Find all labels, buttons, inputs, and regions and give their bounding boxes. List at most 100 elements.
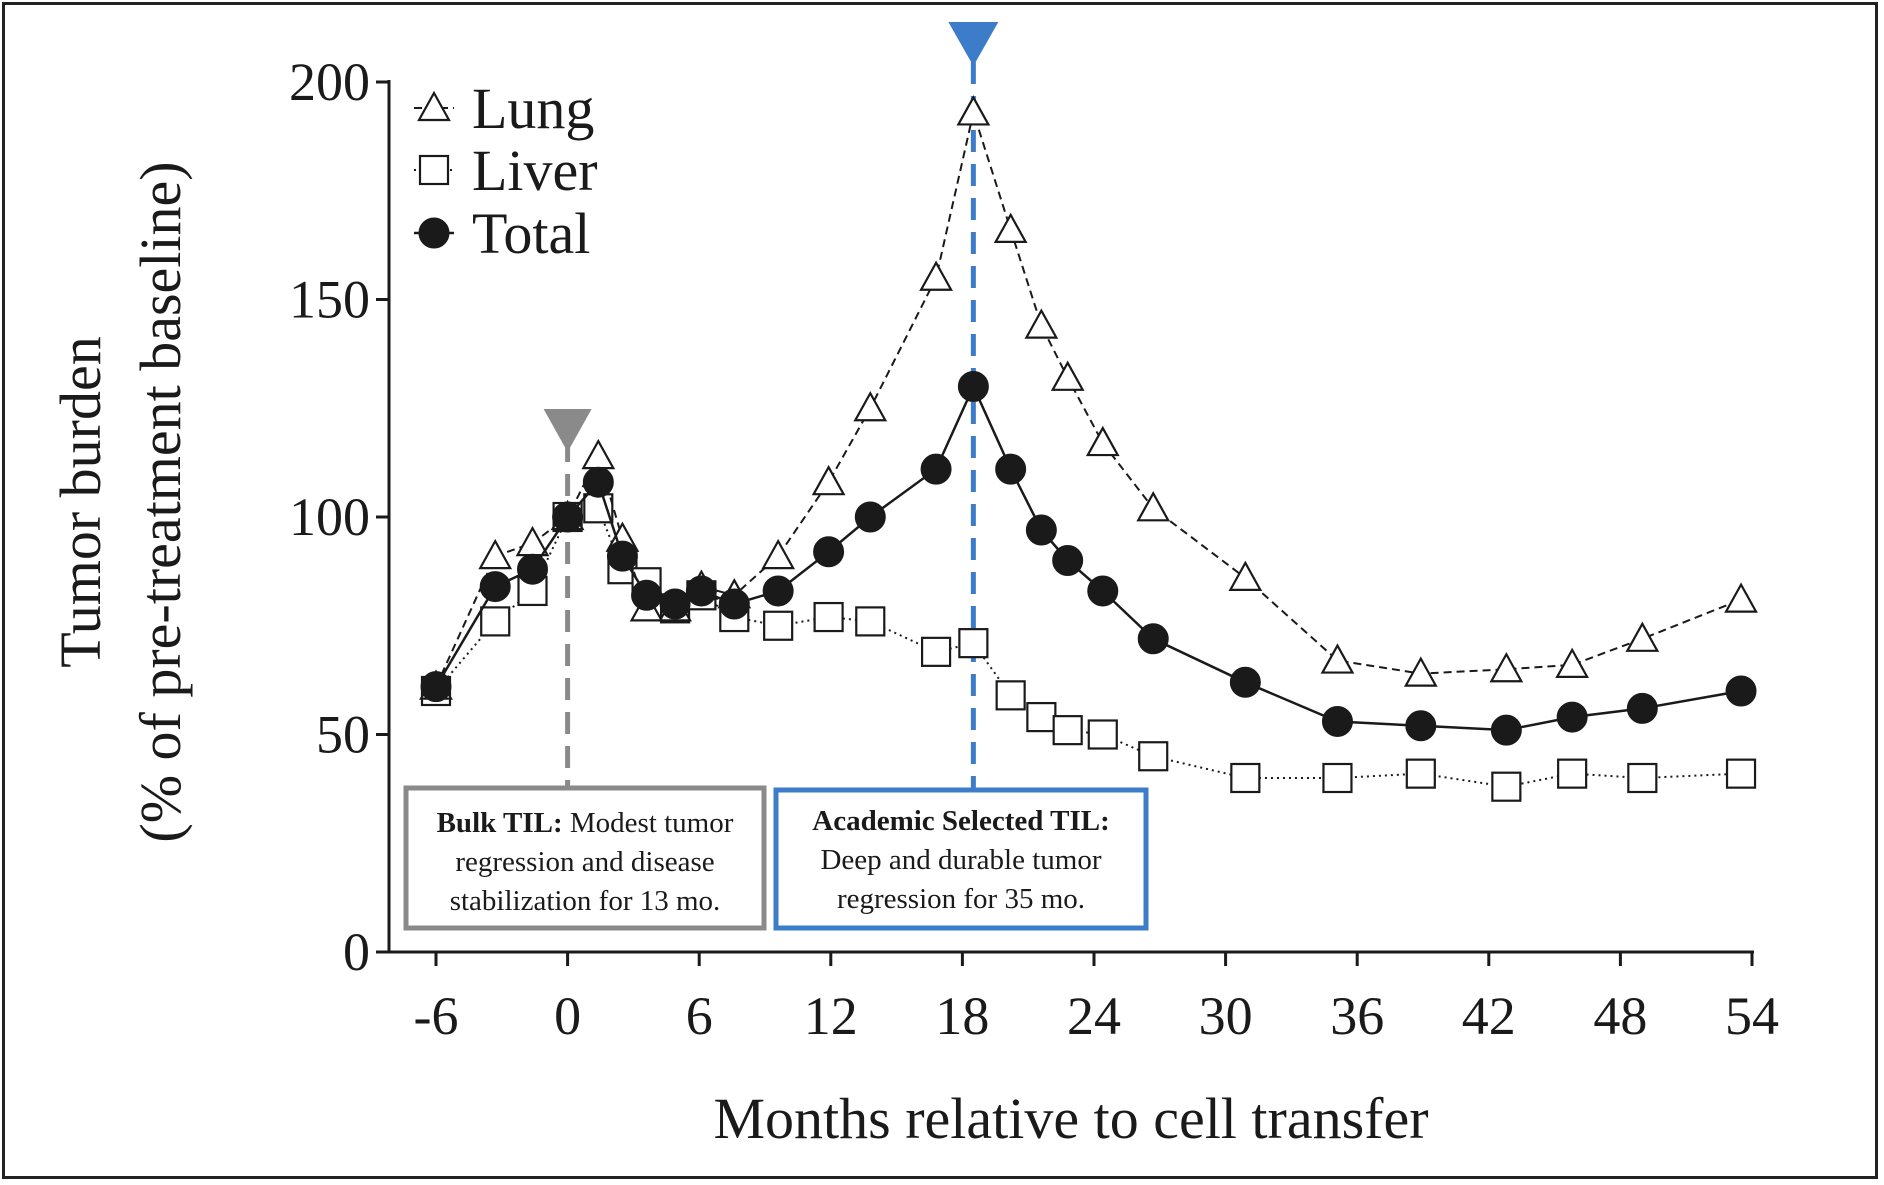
series-lung-point bbox=[919, 260, 953, 291]
series-total-point bbox=[1556, 701, 1588, 733]
series-total-point bbox=[813, 536, 845, 568]
x-tick-label: 42 bbox=[1462, 986, 1516, 1046]
x-tick-label: 18 bbox=[935, 986, 989, 1046]
series-total-point bbox=[1725, 675, 1757, 707]
academic-til-annotation-line2: Deep and durable tumor bbox=[820, 844, 1101, 876]
x-tick-label: 30 bbox=[1199, 986, 1253, 1046]
series-total-point bbox=[957, 371, 989, 402]
bulk-til-annotation-line2: regression and disease bbox=[455, 846, 714, 878]
x-tick-label: 48 bbox=[1593, 986, 1647, 1046]
series-liver-point bbox=[958, 628, 989, 659]
y-axis-title-line1: Tumor burden bbox=[48, 336, 113, 667]
series-liver-point bbox=[1405, 758, 1436, 789]
series-total-point bbox=[1321, 705, 1353, 737]
series-liver-point bbox=[1052, 715, 1083, 746]
series-total-point bbox=[582, 466, 614, 498]
series-total bbox=[420, 371, 1757, 746]
bulk-til-annotation-line1-rest: Modest tumor bbox=[563, 807, 734, 839]
series-liver bbox=[420, 493, 1757, 802]
series-liver-point bbox=[1230, 762, 1261, 794]
academic-til-annotation-box bbox=[773, 787, 1149, 931]
series-total-point bbox=[762, 575, 794, 607]
series-total-point bbox=[479, 571, 511, 603]
bulk-til-annotation-line3: stabilization for 13 mo. bbox=[450, 885, 721, 917]
series-liver-point bbox=[480, 606, 511, 637]
series-total-point bbox=[659, 588, 691, 620]
series-total-point bbox=[631, 579, 663, 611]
series-lung-point bbox=[1724, 582, 1758, 613]
series-liver-point bbox=[1087, 719, 1118, 750]
academic-til-annotation-line3: regression for 35 mo. bbox=[837, 883, 1085, 915]
series-total-point bbox=[1052, 545, 1084, 576]
y-axis-title-line2: (% of pre-treatment baseline) bbox=[128, 161, 193, 842]
series-lung-point bbox=[515, 525, 550, 557]
series-total-point bbox=[420, 671, 452, 703]
series-lung-point bbox=[1489, 651, 1524, 683]
series-lung-point bbox=[1320, 643, 1355, 674]
x-tick-label: 54 bbox=[1725, 986, 1779, 1046]
series-lung-point bbox=[1228, 560, 1263, 592]
legend-lung-label: Lung bbox=[472, 76, 594, 141]
series-total-point bbox=[995, 453, 1027, 485]
series-total-point bbox=[920, 453, 952, 485]
legend-lung-marker bbox=[417, 90, 451, 122]
series-liver-point bbox=[1725, 758, 1757, 789]
series-liver-point bbox=[995, 680, 1026, 711]
series-lung-point bbox=[853, 390, 888, 422]
series-lung-point bbox=[581, 438, 616, 470]
series-lung-line bbox=[435, 108, 1742, 688]
series-lung-point bbox=[1625, 621, 1660, 652]
legend-liver-label: Liver bbox=[472, 138, 598, 203]
series-lung-point bbox=[1085, 425, 1120, 457]
x-tick-label: 6 bbox=[686, 986, 713, 1046]
x-tick-label: 12 bbox=[804, 986, 858, 1046]
series-total-point bbox=[1229, 666, 1261, 698]
y-tick-label: 200 bbox=[289, 52, 370, 112]
series-lung-point bbox=[478, 538, 513, 570]
series-total-point bbox=[718, 588, 750, 620]
series-lung-point bbox=[993, 212, 1028, 243]
series-liver-point bbox=[813, 601, 844, 633]
legend-liver-marker bbox=[418, 154, 450, 186]
series-liver-point bbox=[1138, 741, 1169, 772]
legend-total-label: Total bbox=[472, 201, 590, 266]
series-liver-point bbox=[763, 610, 794, 641]
series-lung-point bbox=[1555, 647, 1590, 679]
series-liver-point bbox=[1026, 701, 1057, 733]
series-lung-point bbox=[1403, 656, 1438, 687]
series-total-point bbox=[1405, 710, 1437, 742]
series-total-point bbox=[1490, 714, 1522, 746]
bulk-til-marker-arrow bbox=[543, 409, 592, 452]
y-tick-label: 150 bbox=[289, 270, 370, 330]
series-lung-point bbox=[811, 464, 846, 496]
series-total-point bbox=[606, 540, 638, 572]
series-total-point bbox=[854, 501, 886, 533]
series-lung-point bbox=[1136, 491, 1171, 522]
x-tick-label: 24 bbox=[1067, 986, 1121, 1046]
legend-total-marker bbox=[418, 217, 450, 249]
y-tick-label: 0 bbox=[343, 922, 370, 982]
academic-til-annotation-line1: Academic Selected TIL: bbox=[812, 805, 1109, 837]
bulk-til-annotation-bold: Bulk TIL: bbox=[437, 807, 563, 839]
series-total-point bbox=[552, 501, 584, 533]
series-liver-point bbox=[855, 606, 886, 637]
series-total-point bbox=[1087, 575, 1119, 607]
series-liver-point bbox=[1557, 758, 1588, 789]
series-lung-point bbox=[1050, 360, 1085, 391]
bulk-til-annotation-box bbox=[403, 785, 767, 931]
x-axis-title: Months relative to cell transfer bbox=[713, 1086, 1428, 1151]
academic-til-marker-arrow bbox=[948, 22, 999, 66]
series-lung-point bbox=[761, 538, 796, 570]
series-lung-point bbox=[956, 95, 991, 126]
series-total-point bbox=[1025, 514, 1057, 546]
series-lung-point bbox=[1024, 308, 1059, 339]
x-tick-label: -6 bbox=[414, 986, 459, 1046]
series-total-point bbox=[685, 575, 717, 607]
series-total-point bbox=[517, 553, 549, 585]
series-liver-point bbox=[1322, 762, 1353, 794]
series-liver-point bbox=[1627, 762, 1658, 794]
y-tick-label: 100 bbox=[289, 487, 370, 547]
